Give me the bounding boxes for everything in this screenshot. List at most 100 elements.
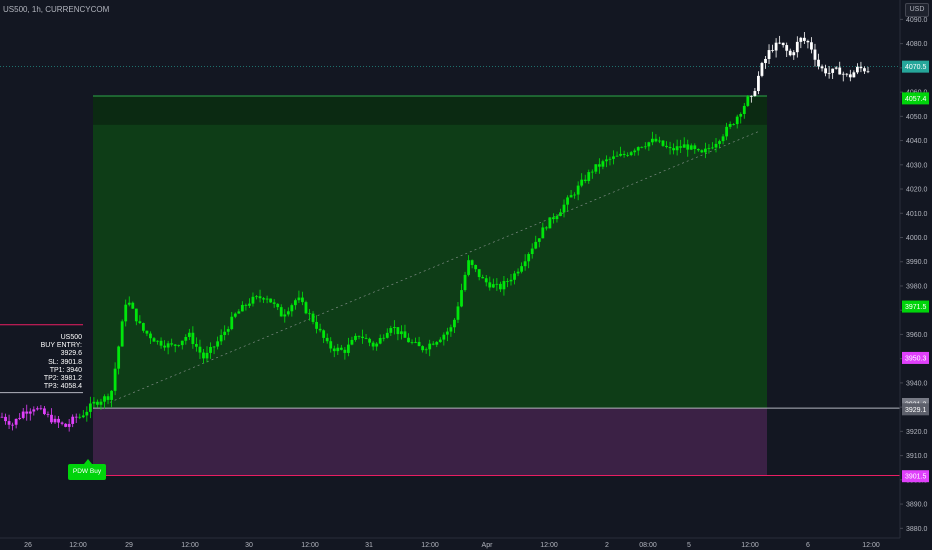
price-label: 3971.5 bbox=[905, 304, 927, 311]
candle-body bbox=[159, 340, 163, 346]
chart-title: US500, 1h, CURRENCYCOM bbox=[3, 5, 110, 14]
y-tick-label: 3910.0 bbox=[906, 453, 928, 460]
candle-body bbox=[735, 116, 739, 125]
y-tick-label: 4000.0 bbox=[906, 235, 928, 242]
candle-body bbox=[18, 417, 22, 419]
profit-zone-band bbox=[93, 95, 767, 125]
info-tp2: TP2: 3981.2 bbox=[43, 375, 82, 383]
candle-body bbox=[195, 343, 198, 347]
candle-body bbox=[502, 281, 506, 290]
candle-body bbox=[682, 144, 686, 148]
candle-body bbox=[396, 327, 400, 335]
price-label-box bbox=[902, 470, 929, 483]
candle-body bbox=[834, 67, 838, 69]
y-tick-label: 4020.0 bbox=[906, 187, 928, 194]
x-tick-label: 26 bbox=[24, 542, 32, 549]
candle-body bbox=[636, 147, 640, 151]
price-label: 3929.1 bbox=[905, 407, 927, 414]
candle-body bbox=[757, 75, 760, 92]
candle-body bbox=[170, 343, 174, 345]
candle-body bbox=[601, 161, 605, 167]
candle-body bbox=[566, 197, 569, 205]
candle-body bbox=[339, 347, 343, 350]
candle-body bbox=[820, 66, 824, 69]
candle-body bbox=[325, 337, 329, 342]
candle-body bbox=[827, 72, 831, 74]
candle-body bbox=[414, 341, 417, 343]
candle-body bbox=[453, 319, 456, 328]
candle-body bbox=[389, 328, 393, 333]
candle-body bbox=[400, 331, 403, 335]
candle-body bbox=[283, 314, 287, 317]
candle-body bbox=[431, 343, 435, 345]
candle-body bbox=[127, 302, 131, 305]
candle-body bbox=[39, 408, 43, 410]
x-tick-label: 12:00 bbox=[421, 542, 439, 549]
candle-body bbox=[700, 150, 704, 153]
candle-body bbox=[279, 307, 283, 317]
candle-body bbox=[470, 260, 474, 265]
candle-body bbox=[785, 45, 789, 51]
y-tick-label: 3890.0 bbox=[906, 502, 928, 509]
price-label: 3901.5 bbox=[905, 474, 927, 481]
candle-body bbox=[852, 72, 856, 78]
candle-body bbox=[442, 334, 446, 340]
candle-body bbox=[484, 278, 488, 283]
x-tick-label: 12:00 bbox=[862, 542, 880, 549]
candle-body bbox=[541, 227, 545, 239]
candle-body bbox=[152, 338, 156, 342]
candle-body bbox=[4, 416, 7, 422]
info-symbol: US500 bbox=[60, 334, 82, 341]
x-tick-label: 6 bbox=[806, 542, 810, 549]
candle-body bbox=[315, 321, 318, 329]
candle-body bbox=[661, 140, 665, 146]
candle-body bbox=[205, 352, 209, 359]
candle-body bbox=[679, 146, 683, 148]
candle-body bbox=[378, 337, 382, 344]
candle-body bbox=[555, 216, 559, 220]
candle-body bbox=[88, 403, 92, 412]
candle-body bbox=[233, 313, 237, 317]
price-label-box bbox=[902, 403, 929, 416]
candle-body bbox=[597, 164, 601, 167]
candle-body bbox=[322, 330, 326, 338]
candle-body bbox=[297, 297, 301, 301]
candle-body bbox=[580, 179, 584, 186]
candle-body bbox=[269, 298, 273, 303]
candle-body bbox=[802, 37, 806, 41]
candle-body bbox=[520, 266, 523, 272]
candle-body bbox=[647, 142, 651, 147]
candle-body bbox=[407, 337, 410, 343]
candle-body bbox=[131, 302, 135, 309]
x-tick-label: 2 bbox=[605, 542, 609, 549]
price-label: 4070.5 bbox=[905, 64, 927, 71]
y-tick-label: 3880.0 bbox=[906, 526, 928, 533]
candle-body bbox=[686, 144, 690, 150]
candle-body bbox=[781, 42, 785, 46]
candle-body bbox=[403, 331, 407, 338]
candle-body bbox=[438, 339, 442, 343]
candle-body bbox=[364, 337, 368, 339]
y-tick-label: 3980.0 bbox=[906, 283, 928, 290]
candle-body bbox=[156, 340, 159, 342]
candle-body bbox=[704, 148, 707, 153]
candle-body bbox=[240, 304, 244, 312]
currency-button[interactable]: USD bbox=[905, 3, 929, 17]
x-tick-label: 29 bbox=[125, 542, 133, 549]
x-tick-label: 30 bbox=[245, 542, 253, 549]
candle-body bbox=[141, 323, 145, 331]
buy-signal-tag: PDW Buy bbox=[68, 459, 106, 480]
candle-body bbox=[120, 321, 124, 347]
candle-body bbox=[605, 159, 608, 162]
signal-info-box: US500 BUY ENTRY: 3929.6 SL: 3901.8 TP1: … bbox=[18, 334, 82, 391]
candle-body bbox=[573, 194, 577, 196]
candle-body bbox=[841, 73, 845, 75]
candle-body bbox=[481, 277, 485, 279]
candle-body bbox=[824, 68, 827, 74]
y-tick-label: 3960.0 bbox=[906, 332, 928, 339]
y-tick-label: 4050.0 bbox=[906, 114, 928, 121]
candle-body bbox=[421, 346, 425, 351]
candle-body bbox=[866, 71, 870, 73]
info-tp3: TP3: 4058.4 bbox=[43, 383, 82, 391]
